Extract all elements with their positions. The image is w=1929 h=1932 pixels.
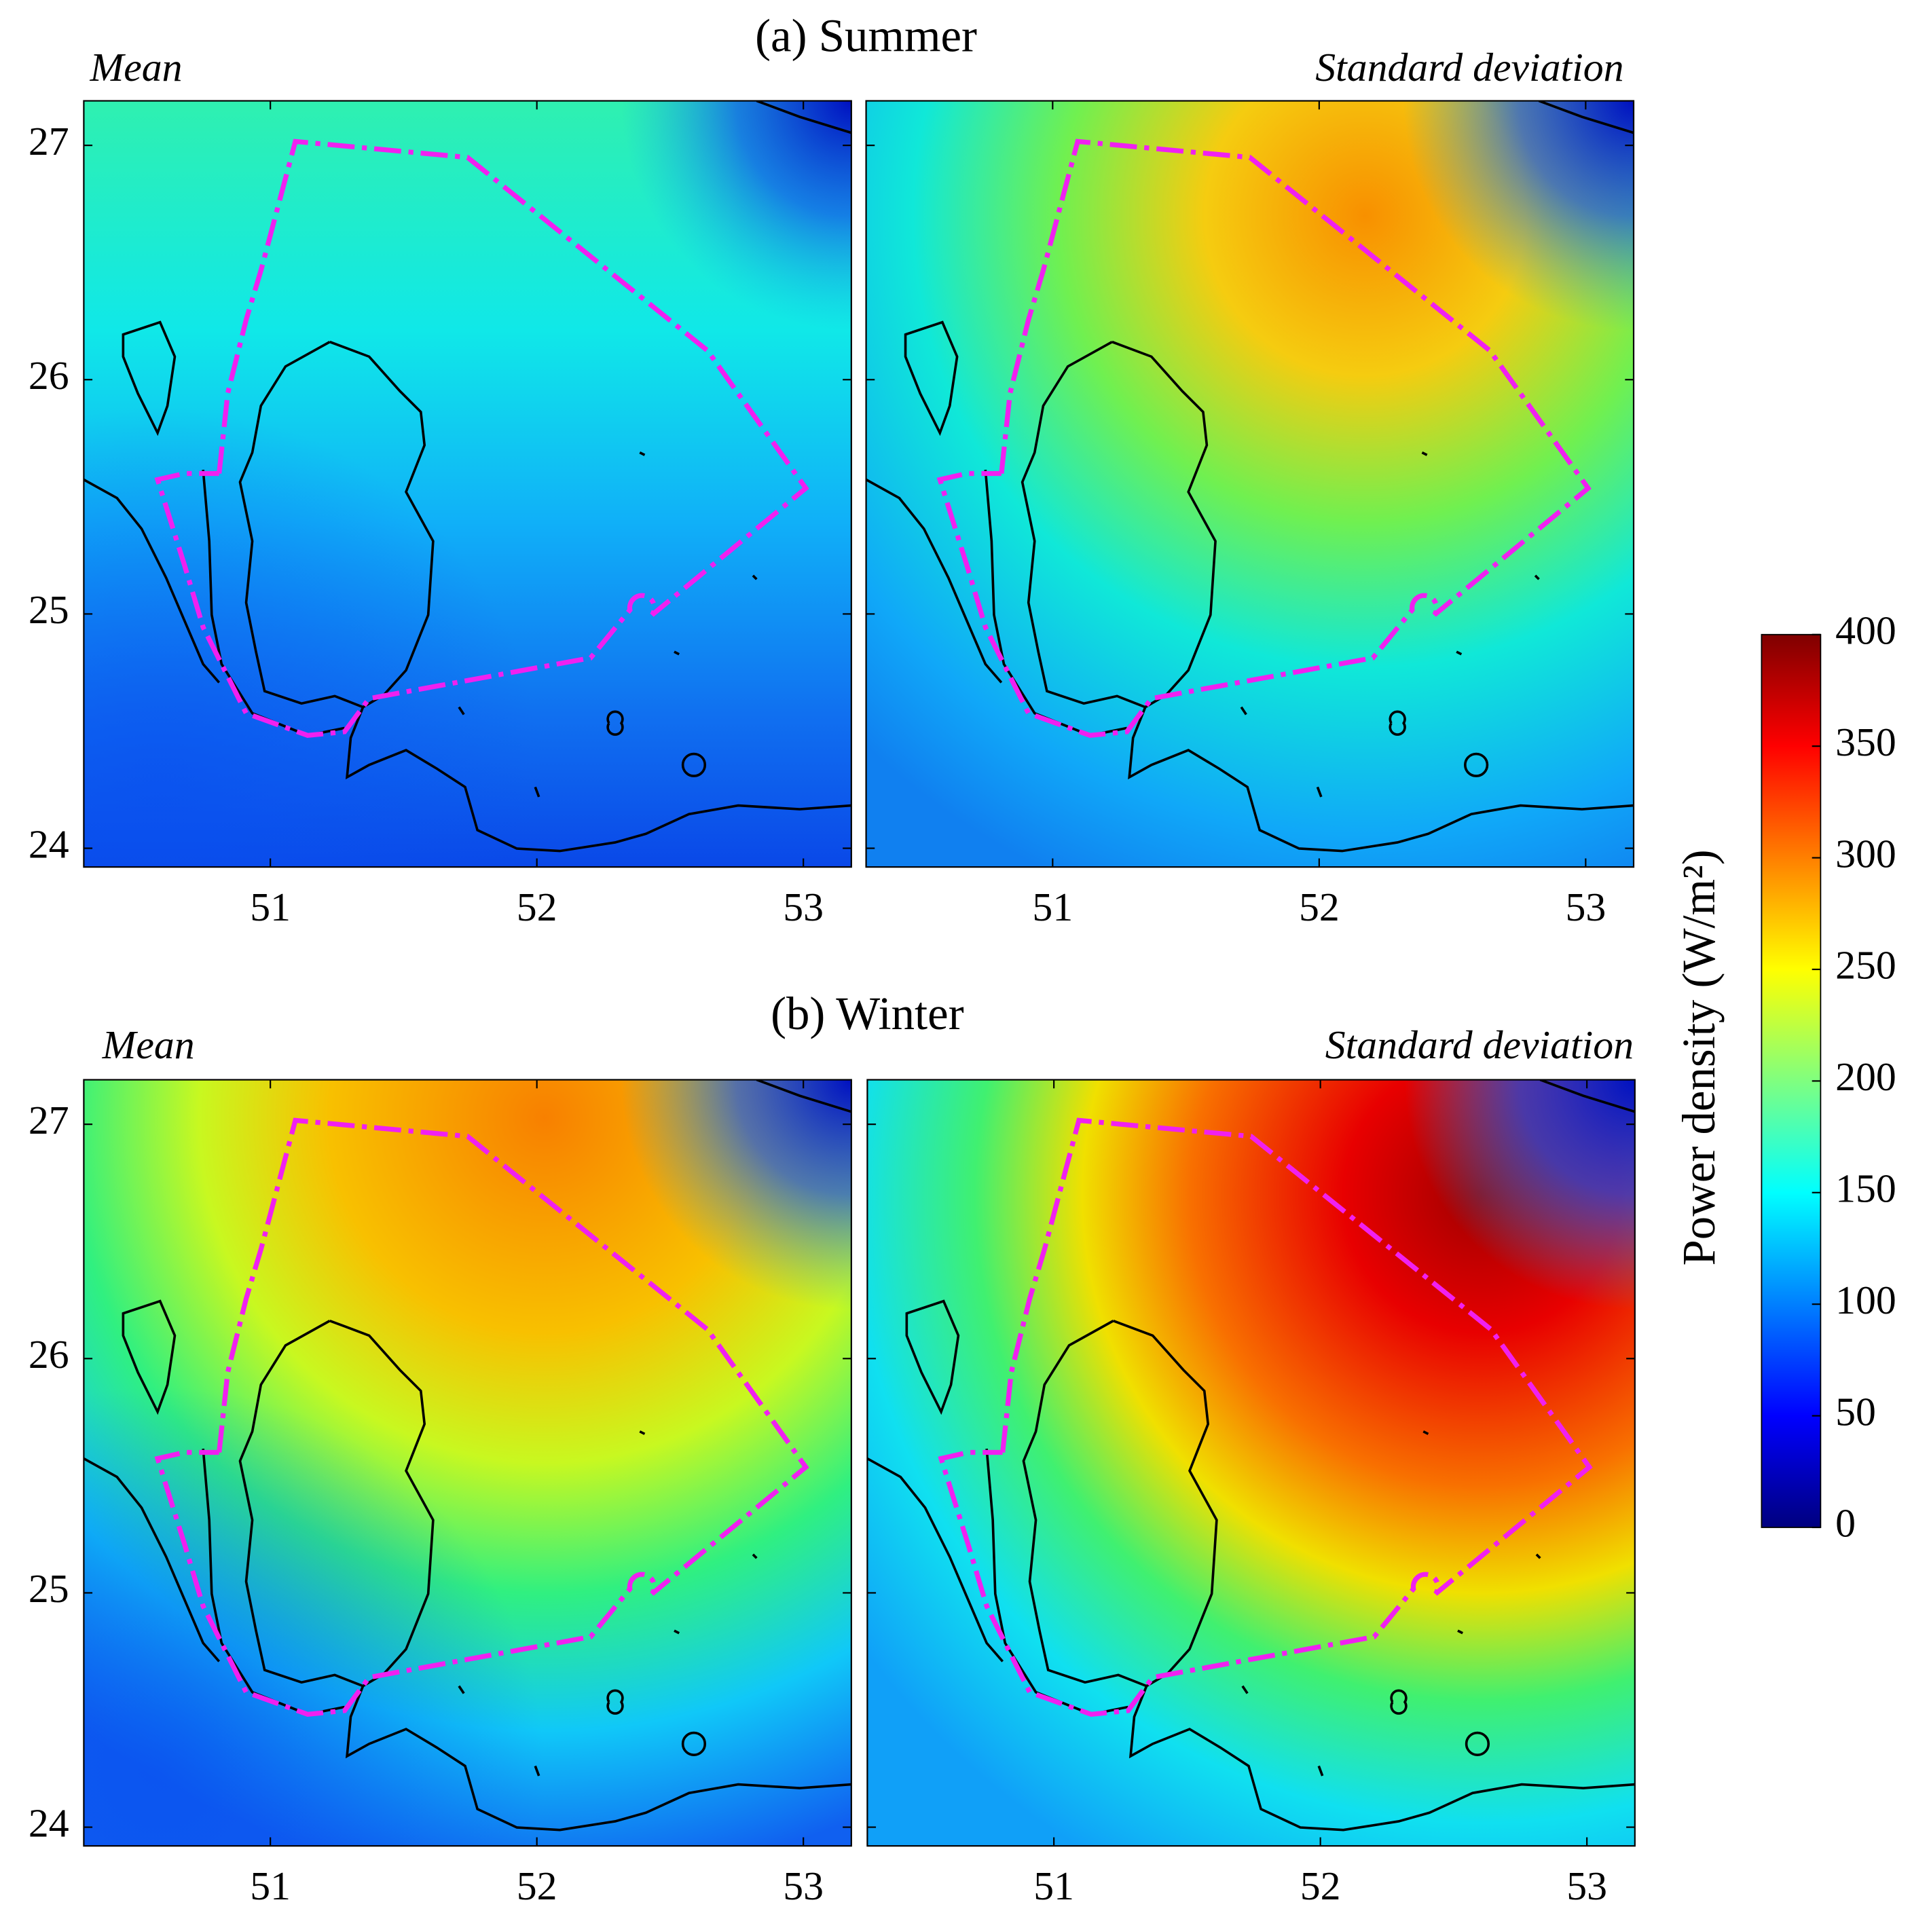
panel-summer-std xyxy=(866,101,1634,868)
x-tick-label: 51 xyxy=(1032,885,1073,929)
colorbar-tick-label: 400 xyxy=(1835,608,1896,652)
y-tick-label: 24 xyxy=(29,821,69,866)
heatmap-overlay xyxy=(84,100,851,868)
y-tick-label: 24 xyxy=(29,1800,69,1845)
colorbar-tick-label: 100 xyxy=(1835,1278,1896,1322)
y-tick-label: 25 xyxy=(29,1566,69,1611)
panel-label: Standard deviation xyxy=(1325,1022,1634,1067)
row-title: (b) Winter xyxy=(771,988,964,1039)
colorbar-tick-label: 250 xyxy=(1835,943,1896,988)
row-title: (a) Summer xyxy=(755,10,977,62)
y-tick-label: 27 xyxy=(29,1098,69,1143)
panel-summer-mean xyxy=(84,101,851,868)
colorbar-tick-label: 150 xyxy=(1835,1166,1896,1211)
y-tick-label: 26 xyxy=(29,1332,69,1377)
colorbar-tick-label: 50 xyxy=(1835,1389,1876,1434)
panel-frame xyxy=(83,100,852,868)
panel-label: Mean xyxy=(89,45,182,90)
panel-winter-mean xyxy=(84,1080,851,1846)
colorbar xyxy=(1761,633,1822,1528)
panel-label: Mean xyxy=(102,1022,195,1067)
x-tick-label: 51 xyxy=(250,885,291,929)
x-tick-label: 52 xyxy=(1300,1863,1341,1908)
x-tick-label: 53 xyxy=(1566,1863,1607,1908)
panel-frame xyxy=(865,100,1635,868)
x-tick-label: 52 xyxy=(517,885,557,929)
colorbar-tick-label: 300 xyxy=(1835,831,1896,876)
x-tick-label: 53 xyxy=(1565,885,1606,929)
x-tick-label: 52 xyxy=(1299,885,1340,929)
panel-frame xyxy=(866,1079,1636,1847)
x-tick-label: 53 xyxy=(783,1863,824,1908)
colorbar-tick-label: 0 xyxy=(1835,1501,1856,1546)
x-tick-label: 51 xyxy=(1033,1863,1074,1908)
panel-label: Standard deviation xyxy=(1315,45,1623,90)
panel-winter-std xyxy=(867,1080,1634,1846)
colorbar-label: Power density (W/m²) xyxy=(1673,849,1725,1265)
x-tick-label: 52 xyxy=(517,1863,557,1908)
colorbar-tick-label: 200 xyxy=(1835,1054,1896,1099)
heatmap-overlay xyxy=(866,100,1634,868)
colorbar-tick-label: 350 xyxy=(1835,720,1896,764)
heatmap-overlay xyxy=(867,1079,1635,1846)
heatmap-overlay xyxy=(84,1079,851,1846)
x-tick-label: 51 xyxy=(250,1863,291,1908)
y-tick-label: 25 xyxy=(29,587,69,632)
y-tick-label: 27 xyxy=(29,119,69,164)
x-tick-label: 53 xyxy=(783,885,824,929)
y-tick-label: 26 xyxy=(29,353,69,398)
panel-frame xyxy=(83,1079,852,1847)
